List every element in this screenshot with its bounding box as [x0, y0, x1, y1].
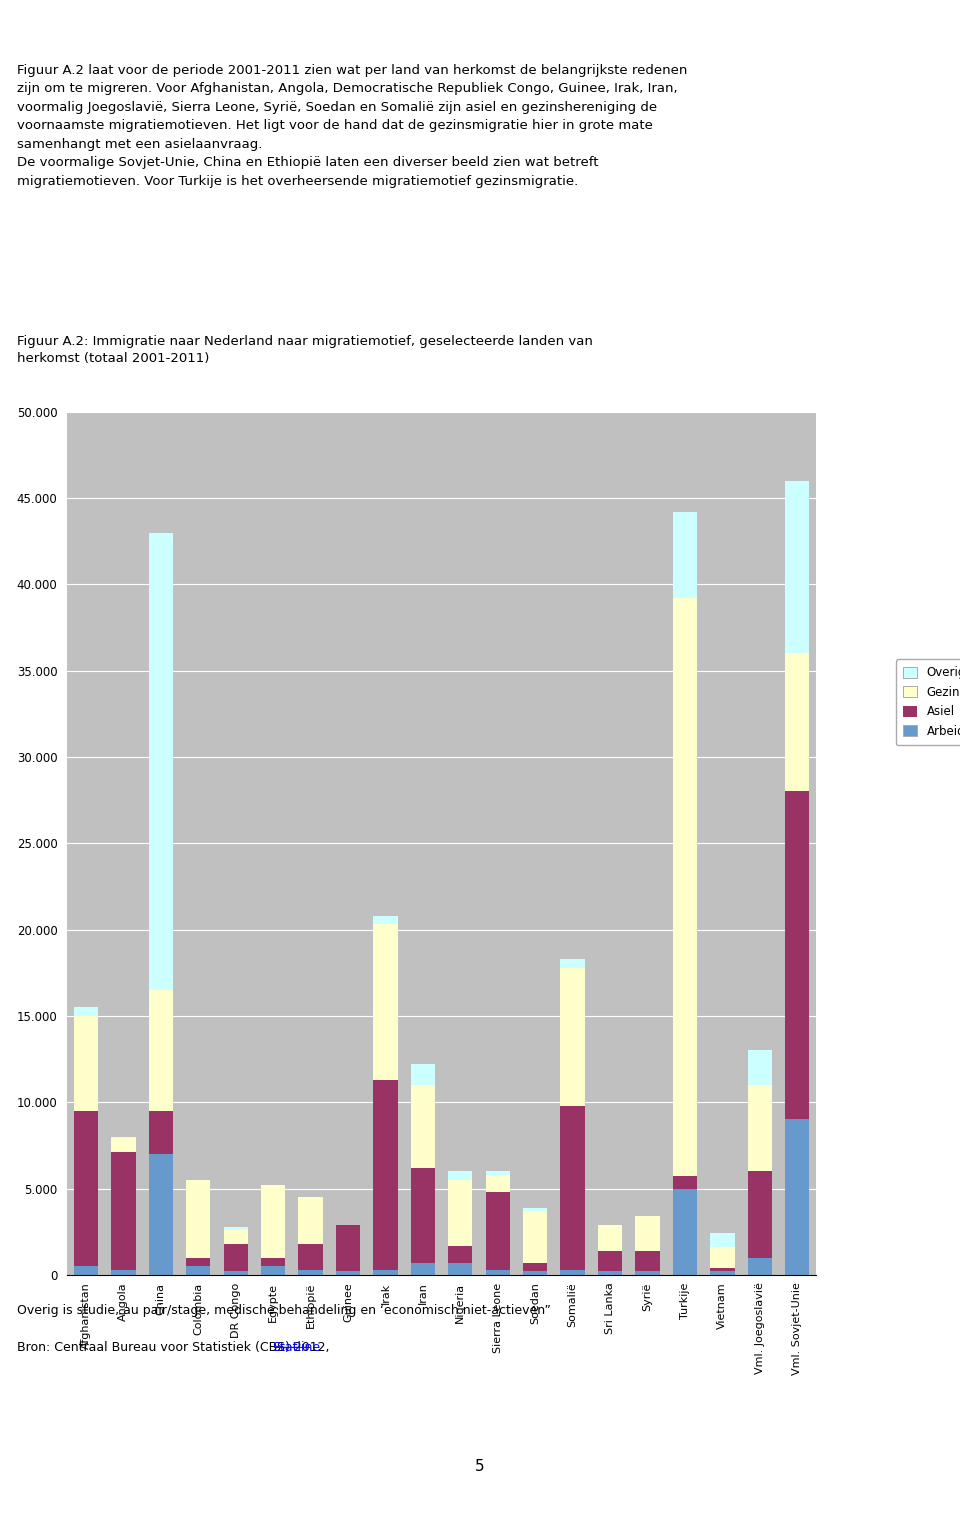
- Text: Migratiemotieven: Migratiemotieven: [12, 15, 220, 35]
- Bar: [299, 1197, 323, 1244]
- Bar: [373, 915, 397, 925]
- Bar: [673, 511, 697, 598]
- Bar: [598, 1224, 622, 1250]
- Bar: [111, 1270, 135, 1275]
- Bar: [561, 1106, 585, 1270]
- Bar: [373, 1080, 397, 1270]
- Bar: [636, 1250, 660, 1272]
- Bar: [411, 1084, 435, 1167]
- Bar: [785, 1120, 809, 1275]
- Bar: [111, 1152, 135, 1270]
- Bar: [373, 1270, 397, 1275]
- Bar: [448, 1172, 472, 1180]
- Bar: [224, 1244, 248, 1272]
- Bar: [710, 1269, 734, 1272]
- Bar: [149, 1111, 173, 1154]
- Bar: [673, 598, 697, 1177]
- Text: Bron: Centraal Bureau voor Statistiek (CBS) 2012,: Bron: Centraal Bureau voor Statistiek (C…: [17, 1341, 334, 1353]
- Bar: [523, 1272, 547, 1275]
- Bar: [785, 791, 809, 1120]
- Bar: [111, 1138, 135, 1152]
- Bar: [74, 1015, 98, 1111]
- Bar: [411, 1263, 435, 1275]
- Bar: [486, 1270, 510, 1275]
- Bar: [710, 1272, 734, 1275]
- Bar: [523, 1207, 547, 1210]
- Text: Figuur A.2: Immigratie naar Nederland naar migratiemotief, geselecteerde landen : Figuur A.2: Immigratie naar Nederland na…: [17, 335, 593, 366]
- Bar: [523, 1263, 547, 1272]
- Bar: [411, 1167, 435, 1263]
- Bar: [673, 1177, 697, 1189]
- Bar: [186, 1266, 210, 1275]
- Bar: [149, 1154, 173, 1275]
- Bar: [111, 1137, 135, 1138]
- Bar: [710, 1233, 734, 1247]
- Bar: [74, 1111, 98, 1266]
- Bar: [448, 1246, 472, 1263]
- Bar: [224, 1227, 248, 1230]
- Bar: [186, 1258, 210, 1266]
- Bar: [261, 1258, 285, 1266]
- Bar: [261, 1266, 285, 1275]
- Legend: Overig, Gezinsmigratie, Asiel, Arbeid: Overig, Gezinsmigratie, Asiel, Arbeid: [896, 659, 960, 745]
- Bar: [785, 653, 809, 791]
- Bar: [636, 1272, 660, 1275]
- Bar: [748, 1051, 772, 1084]
- Bar: [561, 958, 585, 968]
- Bar: [448, 1180, 472, 1246]
- Bar: [748, 1084, 772, 1172]
- Bar: [299, 1244, 323, 1270]
- Bar: [373, 925, 397, 1080]
- Bar: [411, 1064, 435, 1084]
- Bar: [636, 1217, 660, 1250]
- Bar: [561, 1270, 585, 1275]
- Bar: [748, 1258, 772, 1275]
- Bar: [149, 533, 173, 991]
- Bar: [748, 1172, 772, 1258]
- Bar: [486, 1175, 510, 1192]
- Text: Figuur A.2 laat voor de periode 2001-2011 zien wat per land van herkomst de bela: Figuur A.2 laat voor de periode 2001-201…: [17, 63, 687, 187]
- Bar: [486, 1172, 510, 1175]
- Bar: [336, 1224, 360, 1272]
- Bar: [561, 968, 585, 1106]
- Text: Statline: Statline: [272, 1341, 320, 1353]
- Bar: [149, 991, 173, 1111]
- Bar: [336, 1272, 360, 1275]
- Bar: [710, 1247, 734, 1269]
- Bar: [224, 1272, 248, 1275]
- Bar: [74, 1008, 98, 1015]
- Bar: [486, 1192, 510, 1270]
- Bar: [598, 1272, 622, 1275]
- Bar: [261, 1186, 285, 1258]
- Bar: [448, 1263, 472, 1275]
- Text: 5: 5: [475, 1459, 485, 1475]
- Bar: [523, 1210, 547, 1263]
- Bar: [186, 1180, 210, 1258]
- Bar: [74, 1266, 98, 1275]
- Text: Overig is studie, au pair/stage, medische behandeling en ‘economisch niet-actiev: Overig is studie, au pair/stage, medisch…: [17, 1304, 551, 1316]
- Bar: [299, 1270, 323, 1275]
- Bar: [598, 1250, 622, 1272]
- Bar: [785, 481, 809, 653]
- Bar: [224, 1230, 248, 1244]
- Bar: [673, 1189, 697, 1275]
